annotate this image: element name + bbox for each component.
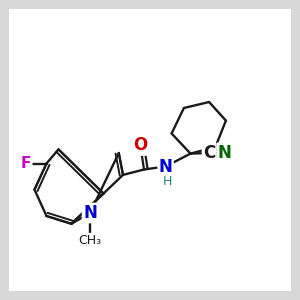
Text: O: O	[133, 136, 148, 154]
Text: N: N	[218, 144, 232, 162]
Text: F: F	[21, 156, 31, 171]
FancyBboxPatch shape	[9, 9, 291, 291]
Text: CH₃: CH₃	[79, 233, 102, 247]
Text: C: C	[203, 144, 215, 162]
Text: N: N	[83, 204, 97, 222]
Text: N: N	[159, 158, 172, 175]
Text: H: H	[163, 175, 172, 188]
